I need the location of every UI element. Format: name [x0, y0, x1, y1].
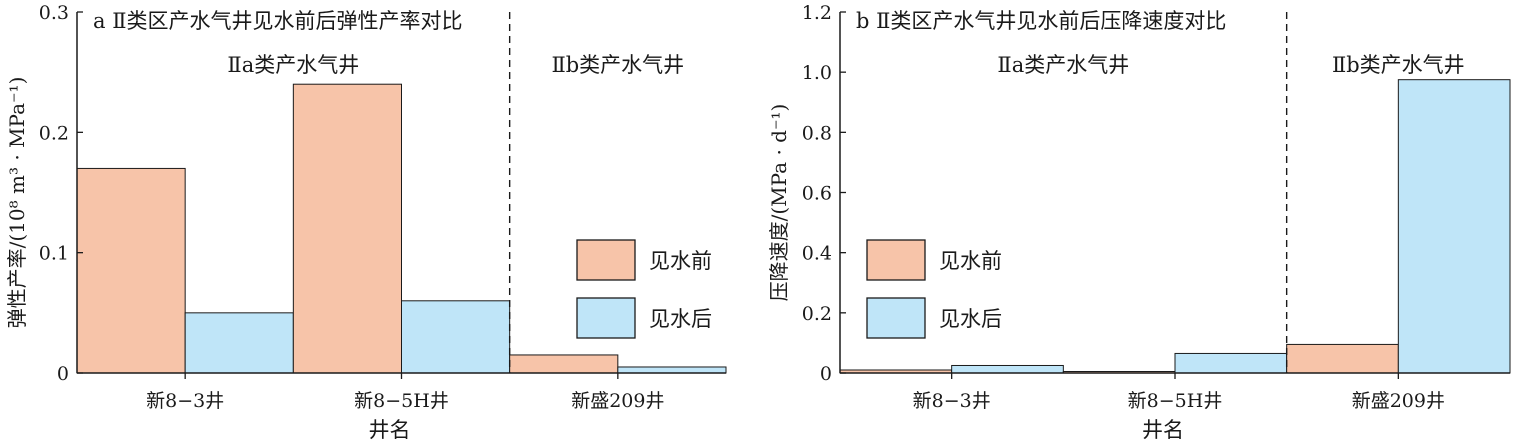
y-tick-label: 0.4 — [802, 243, 832, 265]
legend-swatch-before — [866, 239, 926, 281]
x-tick-label: 新8−5H井 — [354, 390, 449, 412]
bar-after-1 — [401, 300, 511, 374]
bar-after-0 — [184, 312, 294, 374]
bar-after-1 — [1174, 352, 1288, 374]
legend-swatch-after — [576, 297, 636, 339]
y-tick-label: 0.2 — [39, 122, 69, 144]
group-label-IIb: Ⅱb类产水气井 — [1332, 53, 1465, 77]
y-tick-label: 0.2 — [802, 303, 832, 325]
bar-before-2 — [1286, 343, 1399, 374]
bar-before-1 — [292, 83, 403, 374]
legend-label-after: 见水后 — [649, 307, 712, 331]
x-axis-title: 井名 — [1142, 418, 1184, 442]
legend-label-after: 见水后 — [939, 307, 1002, 331]
group-label-IIa: Ⅱa类产水气井 — [997, 53, 1129, 77]
y-tick-label: 1.0 — [802, 62, 832, 84]
legend-swatch-before — [576, 239, 636, 281]
group-label-IIa: Ⅱa类产水气井 — [227, 53, 359, 77]
x-tick-label: 新盛209井 — [571, 390, 664, 412]
bar-after-2 — [1397, 79, 1511, 374]
bar-after-2 — [617, 366, 727, 374]
x-tick-label: 新8−3井 — [146, 390, 224, 412]
x-axis-title: 井名 — [369, 418, 411, 442]
group-label-IIb: Ⅱb类产水气井 — [551, 53, 684, 77]
y-tick-label: 0.8 — [802, 122, 832, 144]
y-axis-title: 弹性产率/(10⁸ m³ · MPa⁻¹) — [5, 77, 29, 329]
y-tick-label: 0.3 — [39, 2, 69, 24]
chart-title: b Ⅱ类区产水气井见水前后压降速度对比 — [856, 9, 1226, 33]
x-tick-label: 新8−3井 — [913, 390, 991, 412]
bar-before-0 — [76, 167, 186, 374]
y-tick-label: 0.1 — [39, 243, 69, 265]
chart-title: a Ⅱ类区产水气井见水前后弹性产率对比 — [93, 9, 462, 33]
y-tick-label: 0 — [57, 363, 69, 385]
legend-label-before: 见水前 — [649, 249, 712, 273]
y-tick-label: 0 — [820, 363, 832, 385]
x-tick-label: 新盛209井 — [1352, 390, 1445, 412]
y-tick-label: 0.6 — [802, 183, 832, 205]
bar-after-0 — [951, 364, 1064, 374]
y-axis-title: 压降速度/(MPa · d⁻¹) — [767, 104, 791, 302]
legend-swatch-after — [866, 297, 926, 339]
legend-label-before: 见水前 — [939, 249, 1002, 273]
y-tick-label: 1.2 — [802, 2, 832, 24]
bar-before-2 — [509, 354, 619, 374]
x-tick-label: 新8−5H井 — [1128, 390, 1223, 412]
